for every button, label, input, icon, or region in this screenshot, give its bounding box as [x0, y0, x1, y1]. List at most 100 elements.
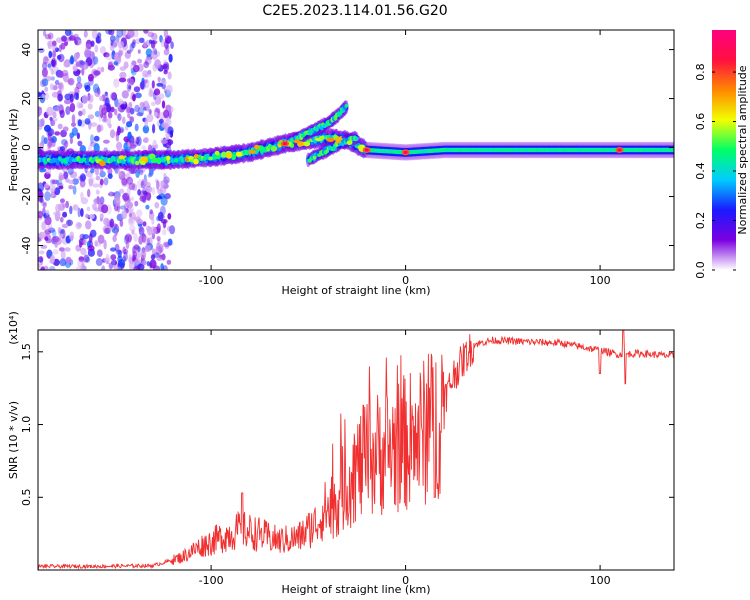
noise-speck [79, 179, 86, 188]
noise-speck [93, 56, 99, 65]
noise-speck [62, 203, 66, 209]
noise-speck [58, 44, 62, 53]
noise-speck [137, 49, 141, 54]
noise-speck [103, 239, 107, 250]
noise-speck [123, 234, 130, 244]
noise-speck [51, 44, 58, 52]
noise-speck [164, 39, 169, 50]
noise-speck [103, 52, 110, 58]
noise-speck [143, 61, 150, 69]
noise-speck [116, 30, 124, 38]
noise-speck [73, 33, 79, 39]
noise-speck [72, 204, 79, 211]
noise-speck [167, 71, 172, 80]
noise-speck [123, 61, 129, 69]
noise-speck [87, 114, 95, 120]
noise-speck [167, 238, 173, 246]
noise-speck [69, 56, 75, 65]
noise-speck [54, 187, 61, 196]
noise-speck [51, 91, 59, 98]
noise-speck [51, 179, 59, 185]
noise-speck [150, 254, 156, 260]
noise-speck [60, 250, 66, 260]
noise-speck [44, 191, 51, 202]
noise-speck [93, 70, 101, 76]
snr-y-axis-label: SNR (10 * v/v) [7, 401, 20, 479]
noise-speck [57, 123, 63, 130]
noise-speck [43, 55, 48, 63]
noise-speck [138, 235, 143, 245]
noise-speck [162, 228, 167, 236]
noise-speck [71, 127, 78, 136]
band-blob [293, 139, 301, 144]
noise-speck [60, 129, 67, 138]
band-blob [208, 156, 213, 161]
noise-speck [114, 167, 121, 174]
noise-speck [75, 221, 82, 230]
noise-speck [60, 198, 65, 203]
noise-speck [163, 193, 171, 199]
noise-speck [64, 99, 72, 105]
noise-speck [118, 171, 122, 177]
noise-speck [167, 106, 174, 113]
noise-speck [160, 38, 166, 48]
spectrogram-x-axis-label: Height of straight line (km) [281, 284, 430, 297]
colorbar-tick-label: 0.8 [694, 63, 707, 81]
noise-speck [128, 254, 132, 262]
spectrogram-y-tick-label: 40 [20, 43, 33, 57]
band-blob [135, 160, 140, 166]
hotspot-inner [617, 148, 622, 152]
noise-speck [75, 266, 84, 270]
noise-speck [121, 90, 129, 99]
noise-speck [133, 86, 141, 93]
noise-speck [137, 106, 145, 117]
noise-speck [82, 234, 90, 240]
noise-speck [150, 40, 156, 49]
noise-speck [38, 250, 45, 255]
noise-speck [44, 86, 49, 92]
band-peak [670, 147, 674, 153]
noise-speck [52, 50, 57, 58]
band-blob [346, 140, 353, 145]
noise-speck [117, 259, 126, 268]
noise-speck [153, 112, 158, 117]
noise-speck [106, 204, 112, 215]
noise-speck [133, 233, 138, 242]
noise-speck [99, 46, 107, 55]
noise-speck [96, 124, 102, 133]
band-blob [231, 154, 237, 160]
band-blob [248, 150, 256, 154]
noise-speck [59, 109, 65, 119]
noise-speck [167, 213, 172, 220]
noise-speck [149, 209, 153, 215]
noise-speck [55, 203, 61, 213]
noise-speck [137, 189, 142, 196]
noise-speck [166, 259, 172, 265]
noise-speck [69, 102, 76, 113]
band-blob [118, 155, 125, 160]
noise-speck [92, 83, 100, 93]
noise-speck [76, 222, 82, 228]
noise-speck [76, 75, 82, 84]
noise-speck [52, 249, 59, 255]
noise-speck [96, 249, 103, 257]
noise-speck [138, 37, 145, 43]
noise-speck [128, 85, 132, 90]
noise-speck [144, 118, 148, 128]
noise-speck [139, 101, 145, 108]
noise-speck [64, 247, 71, 252]
noise-speck [69, 30, 73, 37]
noise-speck [59, 146, 66, 152]
band-blob [99, 160, 106, 167]
snr-frame [37, 329, 675, 571]
noise-speck [118, 170, 126, 181]
noise-speck [163, 172, 167, 180]
noise-speck [134, 123, 139, 132]
noise-speck [38, 210, 43, 219]
band-blob [319, 135, 325, 140]
noise-speck [44, 229, 52, 235]
noise-speck [118, 77, 127, 83]
noise-speck [47, 40, 54, 48]
noise-speck [38, 256, 44, 263]
noise-speck [116, 141, 123, 151]
